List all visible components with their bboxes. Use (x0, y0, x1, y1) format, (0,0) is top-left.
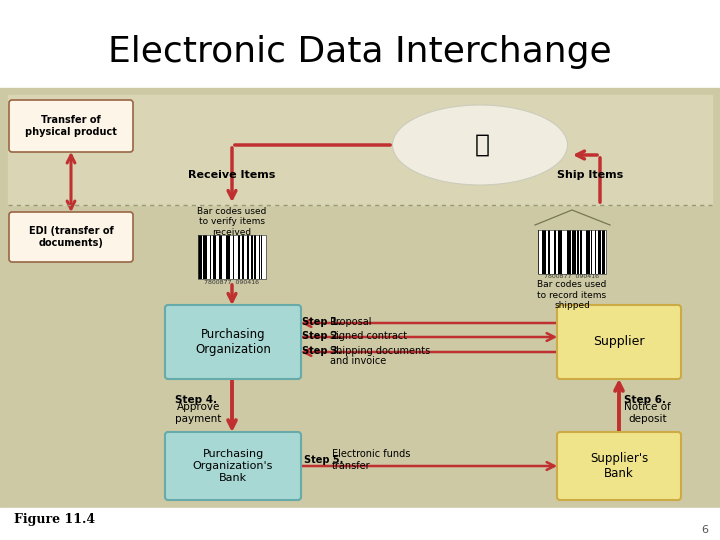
Text: Step 1.: Step 1. (302, 317, 341, 327)
Bar (198, 235, 202, 279)
Bar (582, 230, 585, 274)
Text: Ship Items: Ship Items (557, 170, 623, 180)
Bar (602, 230, 605, 274)
Bar (546, 230, 547, 274)
Text: Purchasing
Organization: Purchasing Organization (195, 328, 271, 356)
Bar (0, 508, 720, 540)
Text: and invoice: and invoice (330, 356, 386, 366)
Text: 7800877  090416: 7800877 090416 (544, 274, 600, 280)
Text: Electronic Data Interchange: Electronic Data Interchange (108, 35, 612, 69)
Text: Notice of
deposit: Notice of deposit (624, 402, 671, 424)
Bar (242, 235, 244, 279)
FancyBboxPatch shape (165, 305, 301, 379)
Bar (249, 235, 251, 279)
Bar (538, 230, 539, 274)
Bar (554, 230, 556, 274)
Bar (0, 88, 720, 508)
Text: Supplier: Supplier (593, 335, 644, 348)
Bar (219, 235, 222, 279)
FancyBboxPatch shape (557, 305, 681, 379)
Text: Bar codes used
to verify items
received: Bar codes used to verify items received (197, 207, 266, 237)
Text: Signed contract: Signed contract (330, 331, 407, 341)
Bar (261, 235, 262, 279)
Bar (0, 0, 720, 88)
Bar (238, 235, 240, 279)
Bar (579, 230, 580, 274)
Bar (576, 230, 577, 274)
FancyBboxPatch shape (9, 212, 133, 262)
Bar (260, 235, 261, 279)
Bar (244, 235, 246, 279)
Bar (226, 235, 230, 279)
Text: Step 4.: Step 4. (175, 395, 217, 405)
Bar (212, 235, 216, 279)
Bar (8, 95, 712, 205)
Bar (203, 235, 207, 279)
Bar (258, 235, 260, 279)
Bar (547, 230, 550, 274)
Bar (202, 235, 203, 279)
Bar (562, 230, 567, 274)
Bar (580, 230, 582, 274)
Bar (595, 230, 596, 274)
Text: Approve
payment: Approve payment (175, 402, 221, 424)
Text: 7800877  090416: 7800877 090416 (204, 280, 259, 285)
Text: Step 2.: Step 2. (302, 331, 341, 341)
Text: Step 3.: Step 3. (302, 346, 341, 356)
Bar (198, 235, 266, 279)
Text: Supplier's
Bank: Supplier's Bank (590, 452, 648, 480)
Text: 6: 6 (701, 525, 708, 535)
Bar (596, 230, 598, 274)
Bar (559, 230, 562, 274)
Bar (591, 230, 593, 274)
Bar (539, 230, 542, 274)
Bar (251, 235, 253, 279)
Text: Electronic funds
transfer: Electronic funds transfer (332, 449, 410, 471)
FancyBboxPatch shape (165, 432, 301, 500)
Text: EDI (transfer of
documents): EDI (transfer of documents) (29, 226, 113, 248)
Bar (240, 235, 242, 279)
Bar (600, 230, 602, 274)
Text: Figure 11.4: Figure 11.4 (14, 514, 95, 526)
Bar (254, 235, 256, 279)
FancyBboxPatch shape (557, 432, 681, 500)
Bar (233, 235, 235, 279)
Text: Shipping documents: Shipping documents (330, 346, 431, 356)
Bar (538, 230, 606, 274)
Bar (262, 235, 266, 279)
FancyBboxPatch shape (9, 100, 133, 152)
Text: Bar codes used
to record items
shipped: Bar codes used to record items shipped (537, 280, 607, 310)
Bar (556, 230, 559, 274)
Bar (542, 230, 546, 274)
Bar (572, 230, 576, 274)
Bar (598, 230, 600, 274)
Text: Proposal: Proposal (330, 317, 372, 327)
Bar (207, 235, 210, 279)
Ellipse shape (392, 105, 567, 185)
Bar (585, 230, 590, 274)
Text: Step 6.: Step 6. (624, 395, 666, 405)
Bar (605, 230, 606, 274)
Bar (550, 230, 554, 274)
Bar (216, 235, 219, 279)
Bar (567, 230, 571, 274)
Bar (571, 230, 572, 274)
Bar (256, 235, 258, 279)
Text: Receive Items: Receive Items (189, 170, 276, 180)
Text: Transfer of
physical product: Transfer of physical product (25, 115, 117, 137)
Text: 🚚: 🚚 (474, 133, 490, 157)
Bar (235, 235, 238, 279)
Bar (590, 230, 591, 274)
Bar (230, 235, 233, 279)
Text: Purchasing
Organization's
Bank: Purchasing Organization's Bank (193, 449, 273, 483)
Text: Step 5.: Step 5. (304, 455, 343, 465)
Bar (577, 230, 579, 274)
Bar (210, 235, 212, 279)
Bar (222, 235, 226, 279)
Bar (253, 235, 254, 279)
Bar (246, 235, 249, 279)
Bar (593, 230, 595, 274)
